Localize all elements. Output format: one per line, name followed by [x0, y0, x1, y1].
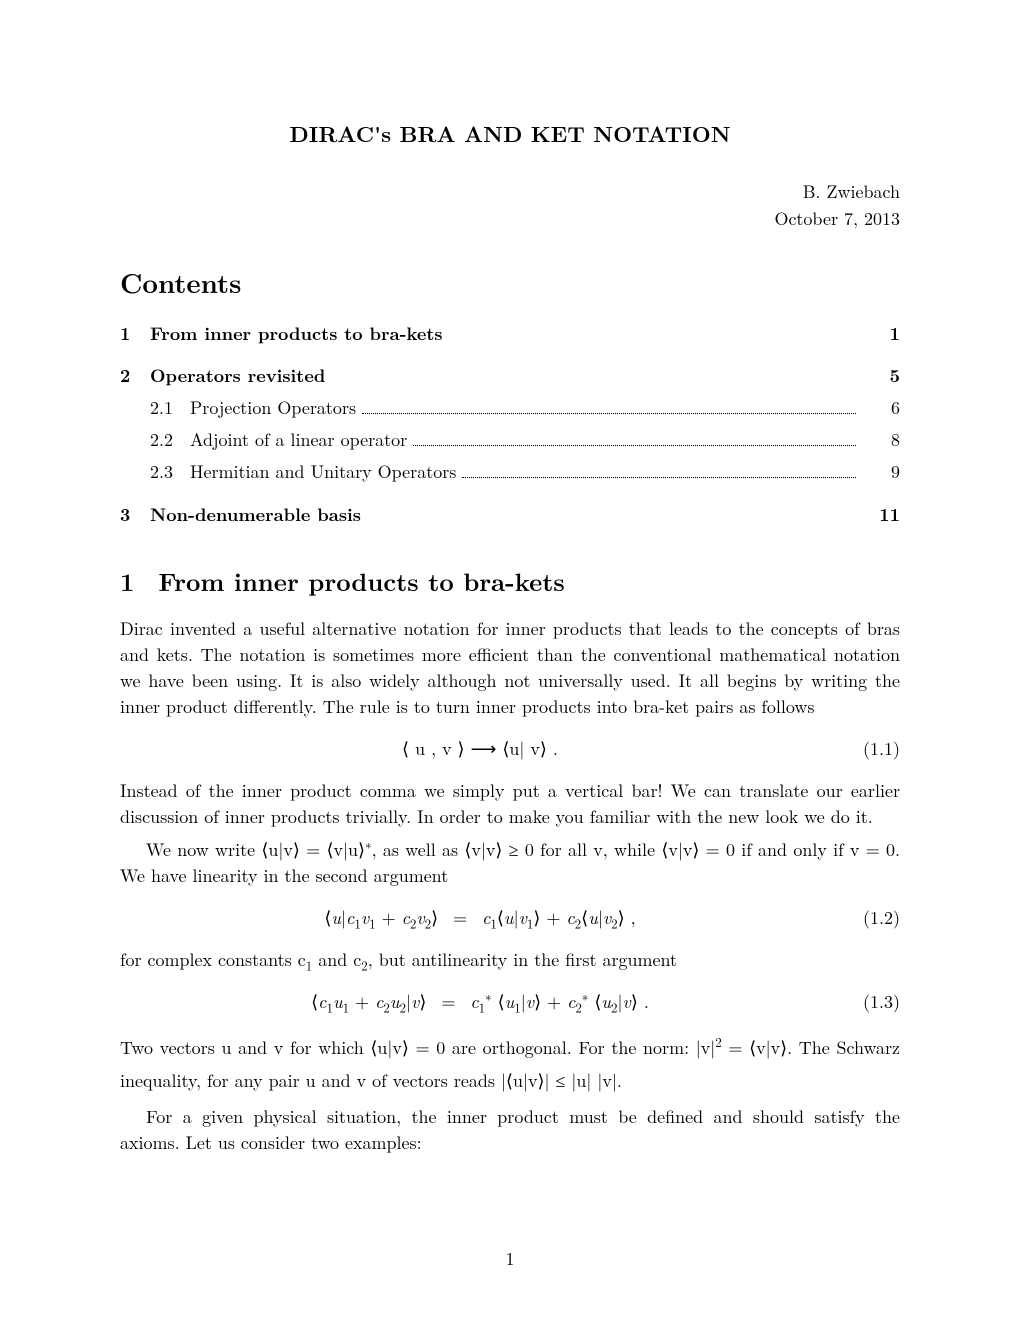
text-run: , but antilinearity in the first argumen… [368, 947, 677, 972]
toc-number: 3 [120, 502, 150, 528]
equation-number: (1.3) [840, 989, 900, 1015]
toc-leader-dots [413, 429, 856, 446]
author-name: B. Zwiebach [120, 178, 900, 205]
page-number: 1 [0, 1246, 1020, 1272]
toc-title: Non-denumerable basis [150, 502, 361, 528]
paragraph: Dirac invented a useful alternative nota… [120, 616, 900, 720]
equation-number: (1.1) [840, 736, 900, 762]
toc-title: Adjoint of a linear operator [190, 427, 407, 453]
toc-number: 2 [120, 363, 150, 389]
paragraph: for complex constants c1 and c2, but ant… [120, 947, 900, 973]
toc-number: 2.1 [150, 395, 190, 421]
toc-page: 1 [862, 321, 900, 347]
toc-entry: 3 Non-denumerable basis 11 [120, 502, 900, 528]
equation: ⟨c1u1 + c2u2|v⟩ = c1∗ ⟨u1|v⟩ + c2∗ ⟨u2|v… [120, 989, 900, 1015]
text-run: Two vectors u and v for which ⟨u|v⟩ = 0 … [120, 1035, 715, 1060]
toc-title: Operators revisited [150, 363, 325, 389]
section-heading: 1 From inner products to bra-kets [120, 564, 900, 600]
paragraph: Instead of the inner product comma we si… [120, 778, 900, 830]
toc-title: From inner products to bra-kets [150, 321, 443, 347]
toc-leader-dots [462, 461, 856, 478]
contents-heading: Contents [120, 262, 900, 301]
toc-number: 1 [120, 321, 150, 347]
toc-title: Hermitian and Unitary Operators [190, 459, 456, 485]
paragraph: We now write ⟨u|v⟩ = ⟨v|u⟩∗, as well as … [120, 837, 900, 889]
toc-leader-dots [362, 397, 856, 414]
toc-number: 2.2 [150, 427, 190, 453]
page: DIRAC's BRA AND KET NOTATION B. Zwiebach… [0, 0, 1020, 1320]
toc-page: 11 [862, 502, 900, 528]
paragraph: For a given physical situation, the inne… [120, 1104, 900, 1156]
document-date: October 7, 2013 [120, 205, 900, 232]
toc-title: Projection Operators [190, 395, 356, 421]
author-block: B. Zwiebach October 7, 2013 [120, 178, 900, 232]
equation: ⟨u|c1v1 + c2v2⟩ = c1⟨u|v1⟩ + c2⟨u|v2⟩ , … [120, 905, 900, 931]
toc-page: 6 [862, 395, 900, 421]
equation: ⟨ u , v ⟩ ⟶ ⟨u| v⟩ . (1.1) [120, 736, 900, 762]
table-of-contents: 1 From inner products to bra-kets 1 2 Op… [120, 321, 900, 528]
toc-entry: 2 Operators revisited 5 [120, 363, 900, 389]
toc-subentry: 2.2 Adjoint of a linear operator 8 [120, 427, 900, 453]
text-run: and c [312, 947, 361, 972]
equation-number: (1.2) [840, 905, 900, 931]
toc-subentry: 2.3 Hermitian and Unitary Operators 9 [120, 459, 900, 485]
toc-page: 9 [862, 459, 900, 485]
toc-page: 8 [862, 427, 900, 453]
equation-body: ⟨c1u1 + c2u2|v⟩ = c1∗ ⟨u1|v⟩ + c2∗ ⟨u2|v… [120, 989, 840, 1015]
toc-entry: 1 From inner products to bra-kets 1 [120, 321, 900, 347]
section-number: 1 [120, 564, 134, 600]
toc-page: 5 [862, 363, 900, 389]
equation-body: ⟨ u , v ⟩ ⟶ ⟨u| v⟩ . [120, 736, 840, 762]
document-title: DIRAC's BRA AND KET NOTATION [120, 118, 900, 150]
toc-subentry: 2.1 Projection Operators 6 [120, 395, 900, 421]
equation-body: ⟨u|c1v1 + c2v2⟩ = c1⟨u|v1⟩ + c2⟨u|v2⟩ , [120, 905, 840, 931]
text-run: for complex constants c [120, 947, 306, 972]
toc-number: 2.3 [150, 459, 190, 485]
section-title: From inner products to bra-kets [158, 564, 564, 600]
paragraph: Two vectors u and v for which ⟨u|v⟩ = 0 … [120, 1031, 900, 1098]
text-run: We now write ⟨u|v⟩ = ⟨v|u⟩ [146, 837, 365, 862]
